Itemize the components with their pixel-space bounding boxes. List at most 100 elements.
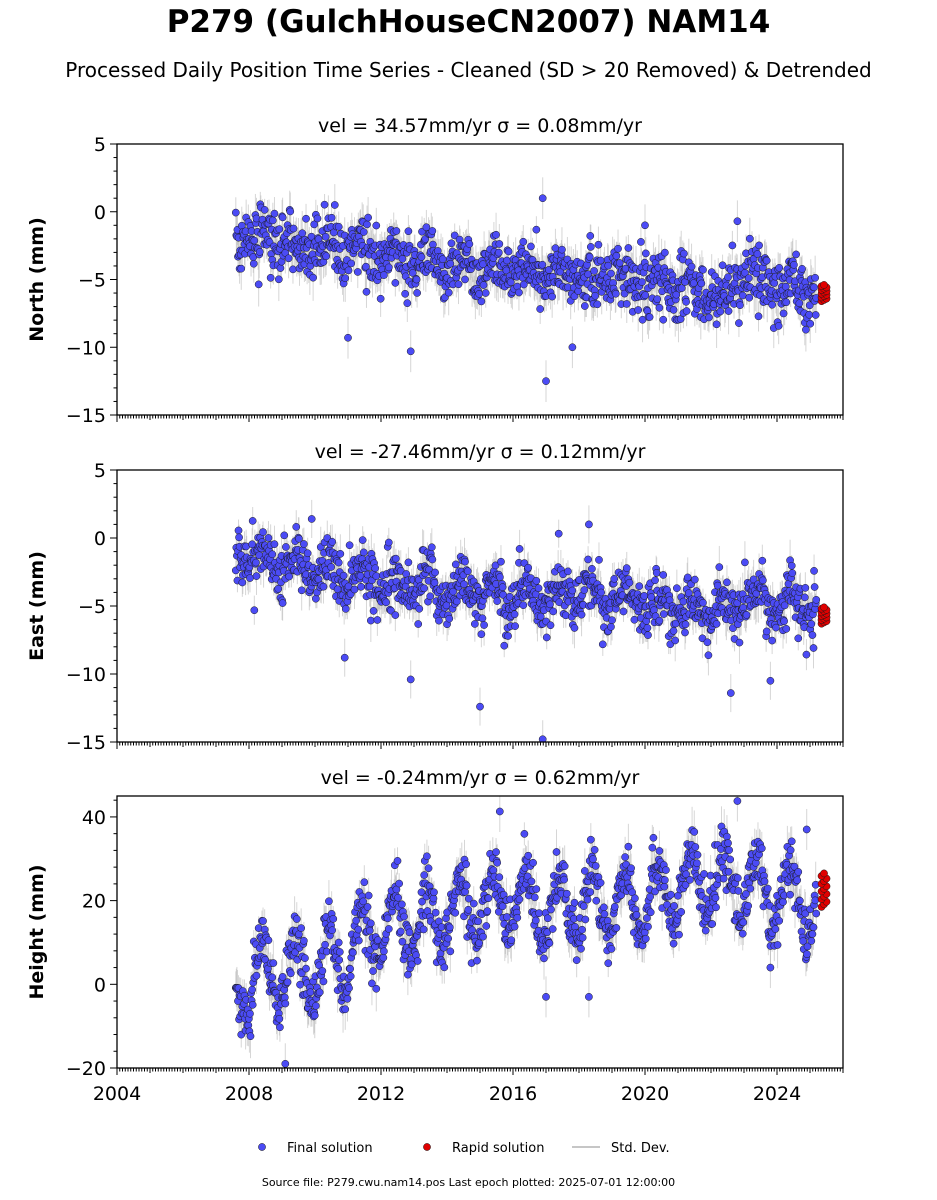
final-point: [724, 307, 733, 315]
final-point: [366, 616, 375, 625]
final-point: [735, 319, 743, 327]
final-point: [276, 264, 285, 272]
y-tick-label: −5: [78, 596, 106, 618]
final-point: [733, 217, 742, 226]
final-point: [749, 575, 758, 584]
panel-2: −15 −10 −5 0 5 vel = -27.46mm/yr σ = 0.12mm/y…: [26, 441, 844, 754]
final-point: [542, 377, 550, 385]
final-point: [278, 213, 287, 222]
final-point: [782, 298, 791, 307]
final-point: [742, 611, 751, 619]
final-point: [350, 585, 359, 594]
final-point: [320, 200, 329, 209]
final-point: [309, 273, 317, 282]
final-point: [723, 578, 731, 587]
final-point: [699, 265, 707, 274]
final-point: [510, 610, 519, 619]
final-point: [284, 254, 293, 263]
final-point: [811, 311, 820, 319]
final-point: [671, 636, 680, 645]
plot-area: [231, 177, 831, 402]
final-point: [659, 571, 668, 579]
final-point: [652, 569, 661, 577]
final-point: [438, 255, 447, 264]
final-point: [322, 252, 331, 261]
final-point: [364, 213, 372, 222]
final-point: [442, 601, 451, 610]
final-point: [252, 558, 260, 567]
final-point: [340, 653, 349, 662]
final-point: [519, 280, 528, 289]
final-point: [802, 650, 811, 659]
final-point: [515, 545, 524, 553]
final-point: [792, 250, 800, 259]
final-point: [699, 598, 707, 607]
final-point: [806, 319, 815, 328]
final-point: [794, 634, 803, 643]
final-point: [762, 627, 771, 636]
final-point: [454, 280, 463, 289]
final-point: [493, 597, 502, 605]
final-point: [669, 306, 678, 314]
final-point: [807, 620, 816, 628]
final-point: [524, 563, 533, 572]
final-point: [580, 302, 589, 310]
final-point: [408, 269, 417, 277]
final-point: [234, 526, 243, 535]
final-point: [551, 244, 560, 252]
final-point: [790, 260, 798, 269]
final-point: [542, 633, 551, 642]
final-point: [640, 592, 649, 600]
final-point: [651, 576, 659, 585]
final-point: [800, 593, 809, 602]
final-point: [278, 599, 287, 607]
final-point: [519, 237, 528, 246]
final-point: [497, 557, 505, 566]
final-point: [307, 515, 316, 523]
final-point: [506, 278, 515, 287]
final-point: [450, 231, 459, 240]
final-point: [435, 616, 443, 625]
final-point: [282, 543, 290, 551]
final-point: [292, 523, 301, 531]
final-point: [254, 280, 263, 289]
final-point: [568, 343, 577, 352]
final-point: [494, 248, 503, 257]
final-point: [451, 560, 460, 569]
final-point: [811, 273, 819, 282]
final-point: [327, 213, 336, 222]
final-point: [715, 563, 724, 571]
final-point: [330, 201, 339, 209]
final-point: [754, 312, 763, 321]
final-point: [353, 268, 362, 276]
final-point: [298, 229, 307, 238]
final-point: [586, 243, 595, 251]
final-point: [810, 283, 818, 292]
final-point: [659, 315, 668, 324]
final-point: [680, 249, 688, 258]
final-point: [705, 313, 713, 322]
final-point: [555, 598, 564, 607]
final-point: [476, 702, 484, 711]
final-point: [406, 675, 415, 684]
final-point: [496, 573, 504, 581]
final-point: [780, 601, 789, 610]
final-point: [231, 208, 240, 217]
final-point: [597, 588, 606, 597]
final-point: [614, 244, 622, 253]
final-point: [604, 261, 613, 270]
final-point: [570, 624, 579, 632]
final-point: [280, 531, 289, 540]
final-point: [745, 293, 754, 302]
y-axis-label: East (mm): [26, 551, 48, 661]
final-point: [413, 289, 421, 297]
final-point: [417, 253, 426, 261]
final-point: [625, 578, 634, 587]
final-point: [311, 594, 320, 603]
final-point: [798, 265, 806, 273]
final-point: [285, 572, 294, 581]
final-point: [772, 623, 780, 632]
final-point: [787, 561, 796, 570]
